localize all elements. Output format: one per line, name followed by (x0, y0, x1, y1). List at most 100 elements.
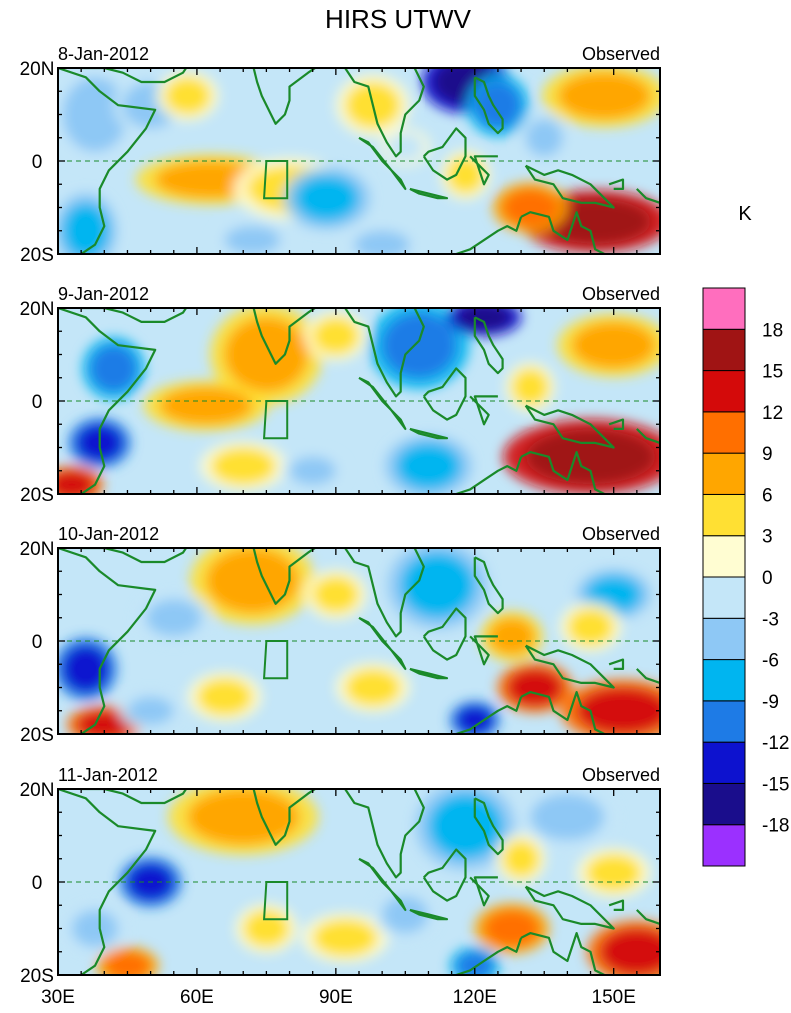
utwv-field (58, 789, 660, 975)
coastline-6 (469, 635, 498, 666)
colorbar-swatch (702, 411, 746, 454)
field-anomaly-5 (400, 552, 475, 618)
field-anomaly-5 (382, 312, 457, 378)
field-anomaly-12 (243, 909, 290, 948)
panel-date: 11-Jan-2012 (58, 765, 158, 785)
field-anomaly-6 (456, 951, 494, 975)
field-anomaly-13 (502, 840, 540, 878)
panel-date: 9-Jan-2012 (58, 284, 149, 304)
field-anomaly-9 (396, 442, 461, 490)
panel-1: 20N 0 20S 8-Jan-2012 Observed (20, 44, 661, 266)
panel-label: Observed (582, 524, 660, 544)
coastline-9 (520, 932, 605, 975)
coastline-8 (524, 885, 615, 930)
field-anomaly-11 (71, 909, 119, 948)
lat-tick-label: 0 (32, 873, 43, 894)
coastline-7 (473, 76, 504, 135)
coastline-2 (252, 68, 425, 158)
coastline-0 (58, 308, 157, 494)
coastline-4 (409, 187, 449, 200)
coastline-3 (358, 616, 407, 670)
field-anomaly-10 (145, 599, 202, 637)
colorbar-swatch (702, 493, 746, 537)
lat-tick-label: 20S (20, 485, 54, 506)
colorbar-label: 3 (762, 527, 773, 548)
colorbar-label: -6 (762, 651, 779, 672)
colorbar-swatch (702, 328, 746, 372)
field-anomaly-5 (428, 793, 503, 859)
lat-tick-label: 0 (32, 632, 43, 653)
coastline-3 (358, 857, 407, 911)
coastline-5 (422, 367, 467, 421)
lon-tick-label: 30E (41, 987, 75, 1008)
field-anomaly-11 (386, 133, 424, 161)
coastline-4 (409, 427, 449, 440)
field-anomaly-7 (312, 919, 378, 957)
coastline-8 (524, 644, 615, 689)
field-anomaly-5 (224, 226, 281, 254)
field-anomaly-7 (525, 428, 656, 485)
panel-4: 20N 0 20S 11-Jan-2012 Observed (20, 765, 661, 987)
colorbar-swatch (702, 741, 746, 784)
field-anomaly-0 (187, 789, 299, 845)
field-anomaly-6 (456, 308, 512, 332)
field-anomaly-12 (127, 696, 174, 725)
field-anomaly-6 (456, 706, 494, 734)
lat-tick-label: 20S (20, 966, 54, 987)
colorbar-swatch (702, 370, 746, 413)
panel-label: Observed (582, 44, 660, 64)
lat-tick-label: 20S (20, 725, 54, 746)
target-region-box (263, 640, 289, 680)
field-anomaly-8 (488, 617, 535, 655)
field-anomaly-3 (484, 909, 540, 948)
coastlines (58, 789, 660, 975)
colorbar-label: 0 (762, 568, 773, 589)
coastline-6 (469, 155, 498, 186)
field-anomaly-1 (62, 645, 109, 693)
coastline-3 (358, 136, 407, 190)
colorbar: -18 -15 -12 -9 -6 -3 0 3 6 9 12 15 18 (702, 287, 789, 867)
field-anomaly-14 (567, 608, 614, 646)
panel-2: 20N 0 20S 9-Jan-2012 Observed (20, 284, 661, 506)
field-anomaly-3 (507, 668, 563, 707)
coastline-4 (409, 908, 449, 921)
coastline-12 (608, 658, 625, 670)
coastline-5 (422, 127, 467, 181)
field-anomaly-1 (159, 387, 253, 425)
lat-tick-label: 0 (32, 392, 43, 413)
lat-tick-label: 20N (20, 299, 55, 320)
field-anomaly-2 (62, 77, 128, 152)
coastline-8 (524, 404, 615, 449)
panel-date: 8-Jan-2012 (58, 44, 149, 64)
field-anomaly-0 (224, 317, 309, 392)
coastline-1 (81, 308, 188, 323)
utwv-field (58, 68, 660, 254)
colorbar-label: -12 (762, 733, 789, 754)
utwv-field (58, 548, 660, 734)
field-anomaly-7 (354, 230, 410, 254)
field-anomaly-13 (511, 368, 549, 406)
coastline-0 (58, 548, 157, 734)
coastlines (58, 548, 660, 734)
coastline-11 (636, 188, 660, 204)
coastline-5 (422, 848, 467, 902)
coastline-1 (81, 789, 188, 805)
field-anomaly-4 (576, 687, 660, 734)
panel-3: 20N 0 20S 10-Jan-2012 Observed (20, 524, 661, 746)
coastline-9 (520, 211, 605, 254)
coastline-9 (520, 691, 605, 734)
colorbar-label: -9 (762, 692, 779, 713)
coastlines (58, 308, 660, 494)
target-region-box (263, 881, 289, 921)
panel-label: Observed (582, 284, 660, 304)
coastline-4 (409, 667, 449, 680)
coastline-2 (252, 308, 425, 398)
colorbar-swatch (702, 659, 746, 702)
field-anomaly-9 (530, 793, 605, 841)
lon-tick-label: 90E (319, 987, 353, 1008)
field-anomaly-2 (104, 951, 151, 975)
coastline-8 (524, 164, 615, 209)
colorbar-swatch (702, 287, 746, 330)
field-anomaly-4 (58, 470, 96, 494)
